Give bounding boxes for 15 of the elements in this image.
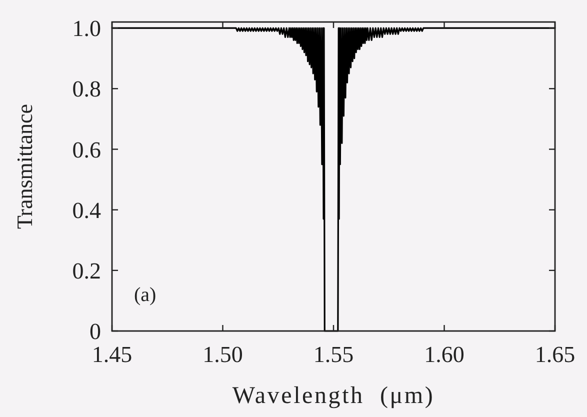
x-tick-label: 1.65 <box>534 342 576 367</box>
y-tick-label: 1.0 <box>72 16 101 42</box>
line-series <box>111 27 556 332</box>
x-tick-label: 1.55 <box>313 342 354 367</box>
x-tick-label: 1.45 <box>92 342 132 367</box>
y-tick-label: 0 <box>90 319 101 344</box>
annotation: (a) <box>134 284 156 306</box>
x-axis-title: Wavelength (μm) <box>232 383 435 409</box>
y-tick-label: 0.2 <box>72 258 101 284</box>
y-axis-title: Transmittance <box>12 104 37 230</box>
x-tick-label: 1.50 <box>202 342 243 367</box>
y-tick-label: 0.8 <box>72 76 101 102</box>
y-tick-label: 0.4 <box>72 198 102 223</box>
x-tick-label: 1.60 <box>424 342 464 367</box>
y-tick-label: 0.6 <box>72 137 101 162</box>
